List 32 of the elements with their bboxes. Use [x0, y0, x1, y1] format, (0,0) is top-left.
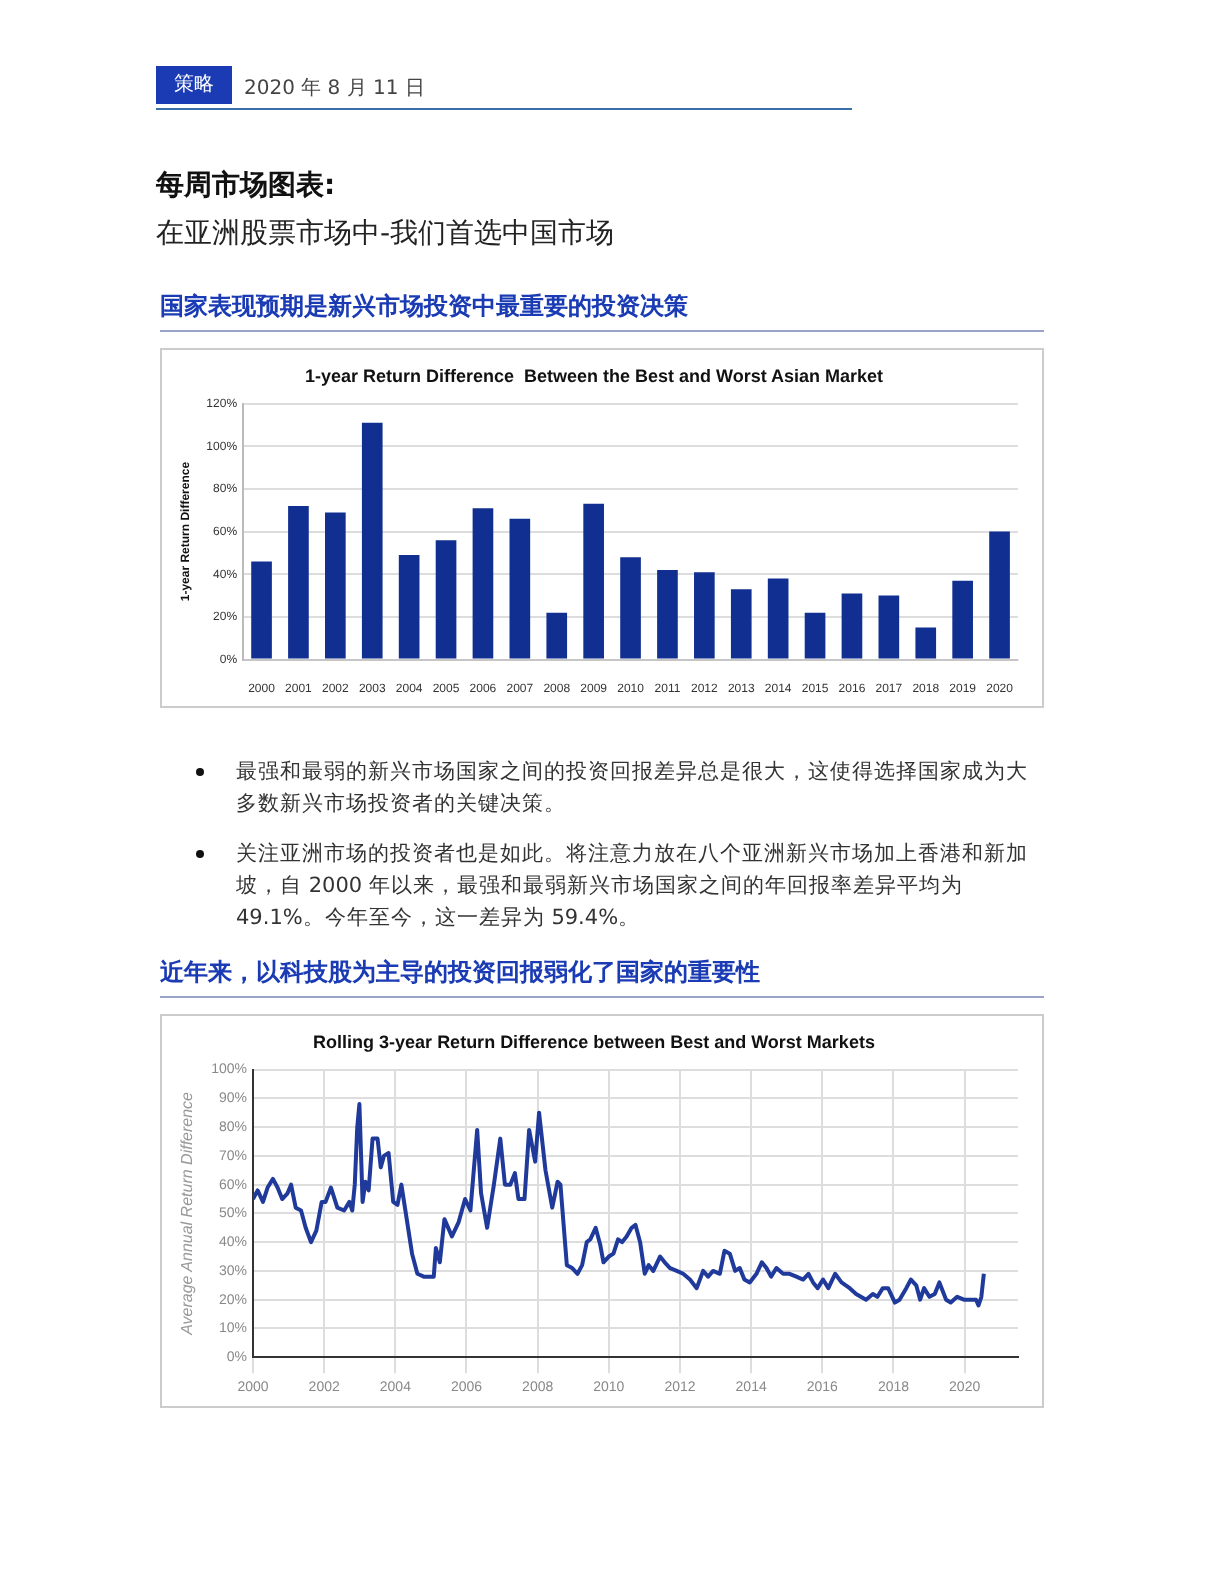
bar	[841, 593, 863, 659]
bar	[657, 570, 678, 659]
chart-title: Rolling 3-year Return Difference between Best and Worst Markets	[313, 1031, 875, 1052]
text: 策略	[156, 66, 232, 104]
bar	[878, 595, 900, 659]
bar	[361, 422, 383, 659]
bar	[804, 612, 826, 659]
bar	[915, 627, 937, 659]
bar	[398, 555, 420, 659]
y-axis-title: Average Annual Return Difference	[178, 1090, 197, 1337]
bar	[509, 518, 531, 659]
bar	[620, 557, 641, 659]
bar	[472, 508, 494, 659]
bar	[989, 531, 1010, 659]
bar	[325, 512, 346, 659]
text: 每周市场图表:	[156, 168, 336, 204]
bar	[730, 589, 752, 659]
bar	[435, 540, 457, 659]
bar	[251, 561, 272, 659]
chart-subtitle: 国家表现预期是新兴市场投资中最重要的投资决策	[160, 290, 1044, 332]
bar	[288, 506, 309, 659]
bar	[583, 503, 604, 659]
bar	[952, 580, 973, 659]
text: 2020 年 8 月 11 日	[244, 76, 425, 102]
chart-subtitle: 近年来，以科技股为主导的投资回报弱化了国家的重要性	[160, 956, 1044, 998]
bar	[546, 612, 568, 659]
bar	[694, 572, 715, 659]
bar	[767, 578, 789, 659]
text: 在亚洲股票市场中-我们首选中国市场	[156, 216, 615, 252]
text: 关注亚洲市场的投资者也是如此。将注意力放在八个亚洲新兴市场加上香港和新加坡，自 2000 年以来，最强和最弱新兴市场国家之间的年回报率差异平均为 49.1%。今年至今，这一差异为 59.4%。	[236, 840, 1030, 934]
chart-title: 1-year Return Difference Between the Best and Worst Asian Market	[304, 365, 884, 386]
text: 最强和最弱的新兴市场国家之间的投资回报差异总是很大，这使得选择国家成为大多数新兴市场投资者的关键决策。	[236, 758, 1030, 820]
